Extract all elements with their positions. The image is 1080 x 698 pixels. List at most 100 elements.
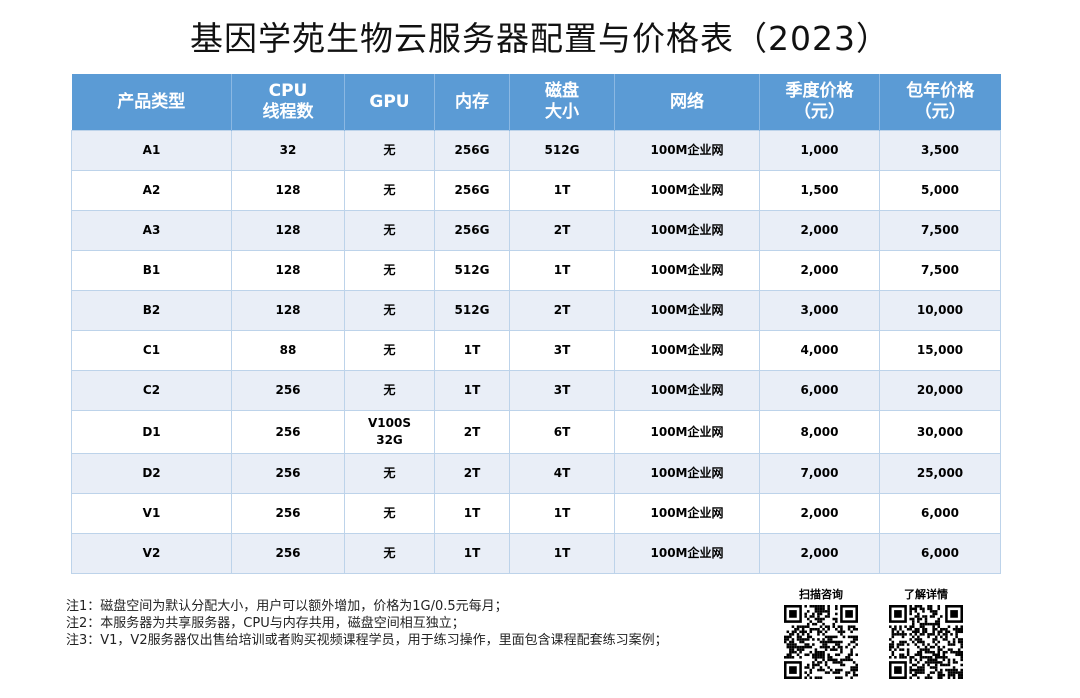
table-cell: 15,000: [879, 330, 1001, 371]
qr-details: 了解详情: [889, 588, 963, 679]
table-cell: 256G: [434, 170, 510, 211]
table-cell: 4,000: [759, 330, 880, 371]
table-row: V2 256 无 1T 1T 100M企业网 2,000 6,000: [71, 533, 1001, 574]
table-cell: 无: [344, 370, 435, 411]
table-cell: 3T: [509, 370, 615, 411]
table-cell: 100M企业网: [614, 210, 760, 251]
table-cell: 无: [344, 493, 435, 534]
table-cell: 1T: [434, 533, 510, 574]
table-cell: 128: [231, 210, 345, 251]
table-cell: 2,000: [759, 210, 880, 251]
table-cell: C1: [71, 330, 232, 371]
table-cell: 7,500: [879, 250, 1001, 291]
note-2: 注2：本服务器为共享服务器，CPU与内存共用，磁盘空间相互独立；: [66, 616, 465, 631]
table-cell: 256G: [434, 210, 510, 251]
table-cell: 2T: [434, 410, 510, 454]
table-cell: 256: [231, 453, 345, 494]
table-cell: 32: [231, 130, 345, 171]
table-cell: 无: [344, 330, 435, 371]
table-cell: 256G: [434, 130, 510, 171]
table-cell: 6,000: [759, 370, 880, 411]
table-cell: 无: [344, 533, 435, 574]
table-cell: 1,000: [759, 130, 880, 171]
table-cell: 无: [344, 453, 435, 494]
table-row: A3 128 无 256G 2T 100M企业网 2,000 7,500: [71, 210, 1001, 251]
table-cell: 100M企业网: [614, 533, 760, 574]
table-cell: 2T: [509, 210, 615, 251]
table-row: V1 256 无 1T 1T 100M企业网 2,000 6,000: [71, 493, 1001, 534]
qr-consult: 扫描咨询: [784, 588, 858, 679]
table-row: B1 128 无 512G 1T 100M企业网 2,000 7,500: [71, 250, 1001, 291]
table-header-row: 产品类型 CPU 线程数 GPU 内存 磁盘 大小 网络 季度价格 （元） 包年价格 （元）: [71, 74, 1001, 131]
table-cell: 6T: [509, 410, 615, 454]
table-cell: 256: [231, 493, 345, 534]
table-row: C1 88 无 1T 3T 100M企业网 4,000 15,000: [71, 330, 1001, 371]
table-cell: 1T: [434, 370, 510, 411]
pricing-table: 产品类型 CPU 线程数 GPU 内存 磁盘 大小 网络 季度价格 （元） 包年价格 （元） A1 32…: [71, 74, 1001, 574]
page-title: 基因学苑生物云服务器配置与价格表（2023）: [190, 19, 890, 58]
table-cell: 128: [231, 290, 345, 331]
column-header: 产品类型: [71, 74, 232, 131]
table-cell: 1T: [509, 250, 615, 291]
note-3: 注3：V1，V2服务器仅出售给培训或者购买视频课程学员，用于练习操作，里面包含课…: [66, 633, 668, 648]
table-cell: 25,000: [879, 453, 1001, 494]
table-cell: A1: [71, 130, 232, 171]
column-header: GPU: [344, 74, 435, 131]
table-cell: 2,000: [759, 493, 880, 534]
table-row: A2 128 无 256G 1T 100M企业网 1,500 5,000: [71, 170, 1001, 211]
table-cell: 1T: [509, 533, 615, 574]
table-cell: 7,000: [759, 453, 880, 494]
column-header: 内存: [434, 74, 510, 131]
table-cell: 无: [344, 170, 435, 211]
table-row: A1 32 无 256G 512G 100M企业网 1,000 3,500: [71, 130, 1001, 171]
table-cell: 256: [231, 370, 345, 411]
table-cell: 8,000: [759, 410, 880, 454]
table-cell: V100S 32G: [344, 410, 435, 454]
notes: 注1：磁盘空间为默认分配大小，用户可以额外增加，价格为1G/0.5元每月； 注2…: [66, 598, 668, 649]
table-cell: 1T: [434, 493, 510, 534]
column-header: CPU 线程数: [231, 74, 345, 131]
table-cell: A3: [71, 210, 232, 251]
table-cell: V2: [71, 533, 232, 574]
table-row: B2 128 无 512G 2T 100M企业网 3,000 10,000: [71, 290, 1001, 331]
table-cell: 3,500: [879, 130, 1001, 171]
table-cell: 512G: [434, 290, 510, 331]
table-cell: 3T: [509, 330, 615, 371]
table-cell: 5,000: [879, 170, 1001, 211]
table-cell: 2T: [434, 453, 510, 494]
table-row: C2 256 无 1T 3T 100M企业网 6,000 20,000: [71, 370, 1001, 411]
table-cell: C2: [71, 370, 232, 411]
table-body: A1 32 无 256G 512G 100M企业网 1,000 3,500 A2 128 无 256G…: [71, 130, 1001, 574]
table-cell: 无: [344, 290, 435, 331]
table-cell: 30,000: [879, 410, 1001, 454]
table-cell: 100M企业网: [614, 250, 760, 291]
table-cell: B1: [71, 250, 232, 291]
table-cell: 10,000: [879, 290, 1001, 331]
table-cell: B2: [71, 290, 232, 331]
table-cell: D2: [71, 453, 232, 494]
table-row: D1 256 V100S 32G 2T 6T 100M企业网 8,000 30,000: [71, 410, 1001, 454]
table-cell: 无: [344, 210, 435, 251]
table-cell: 100M企业网: [614, 493, 760, 534]
table-cell: 2,000: [759, 250, 880, 291]
table-cell: A2: [71, 170, 232, 211]
table-cell: V1: [71, 493, 232, 534]
table-cell: 3,000: [759, 290, 880, 331]
table-cell: 512G: [509, 130, 615, 171]
table-cell: 88: [231, 330, 345, 371]
table-cell: D1: [71, 410, 232, 454]
table-cell: 100M企业网: [614, 290, 760, 331]
qr-code-icon: [784, 605, 858, 679]
table-cell: 2T: [509, 290, 615, 331]
table-cell: 128: [231, 170, 345, 211]
column-header: 磁盘 大小: [509, 74, 615, 131]
qr-consult-label: 扫描咨询: [799, 588, 843, 601]
qr-code-icon: [889, 605, 963, 679]
table-cell: 100M企业网: [614, 453, 760, 494]
column-header: 季度价格 （元）: [759, 74, 880, 131]
table-cell: 6,000: [879, 493, 1001, 534]
table-cell: 128: [231, 250, 345, 291]
column-header: 网络: [614, 74, 760, 131]
table-row: D2 256 无 2T 4T 100M企业网 7,000 25,000: [71, 453, 1001, 494]
table-cell: 1T: [509, 493, 615, 534]
